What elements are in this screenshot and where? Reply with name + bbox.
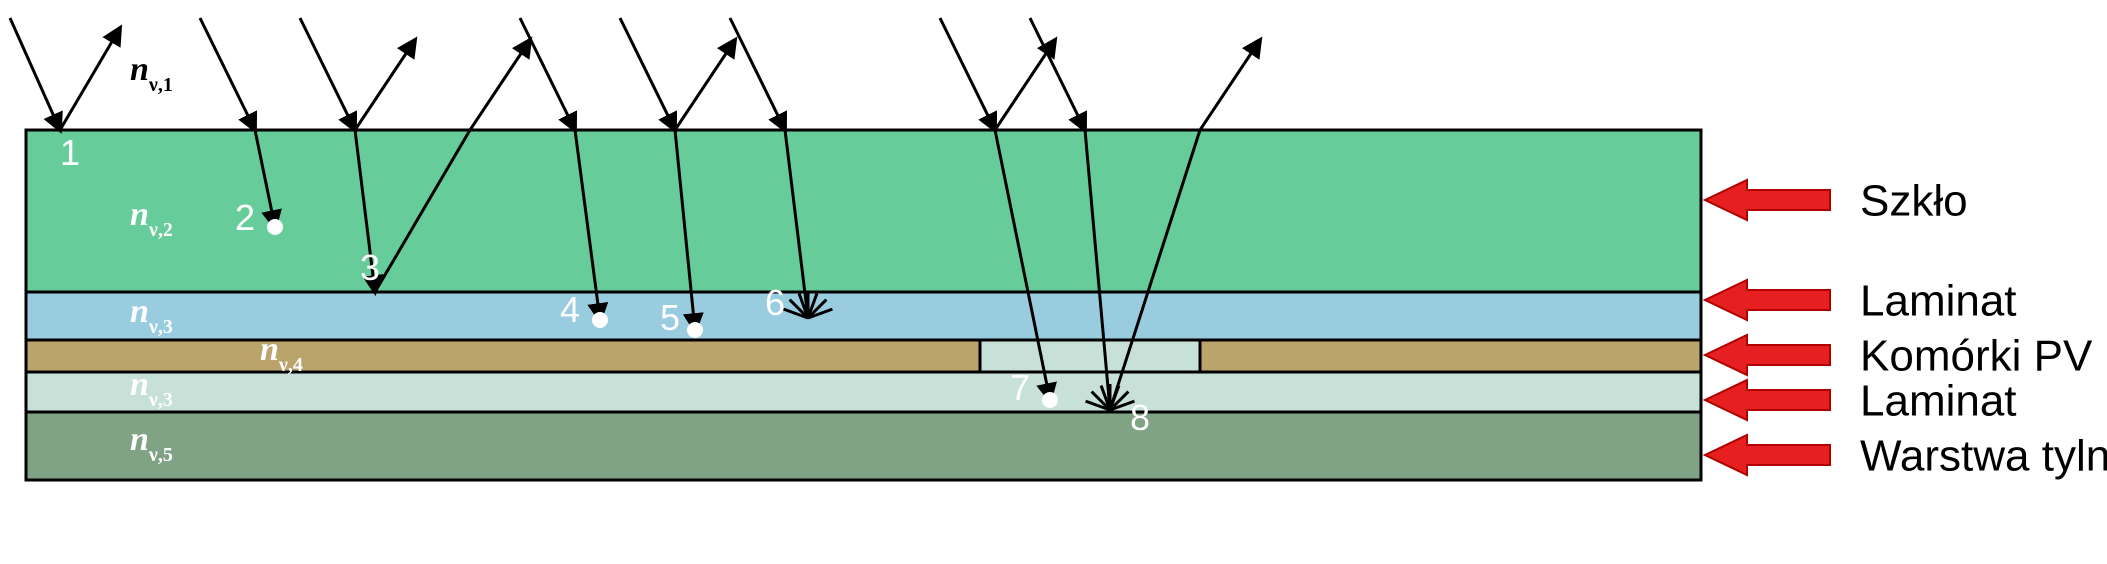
event-dot <box>267 219 283 235</box>
step-number: 6 <box>765 282 785 323</box>
event-dot <box>592 312 608 328</box>
step-number: 1 <box>60 132 80 173</box>
event-dot <box>687 322 703 338</box>
step-number: 7 <box>1010 367 1030 408</box>
legend-label: Laminat <box>1860 276 2017 325</box>
step-number: 8 <box>1130 397 1150 438</box>
pv-layer-diagram: nν,1nν,2nν,3nν,4nν,3nν,512345678SzkłoLam… <box>0 0 2107 564</box>
step-number: 5 <box>660 297 680 338</box>
event-dot <box>1042 392 1058 408</box>
layer-back <box>26 412 1701 480</box>
step-number: 3 <box>360 247 380 288</box>
legend-label: Komórki PV <box>1860 331 2093 380</box>
legend-label: Laminat <box>1860 376 2017 425</box>
legend-label: Warstwa tylna <box>1860 431 2107 480</box>
layer-glass <box>26 130 1701 292</box>
layer-laminate2 <box>26 372 1701 412</box>
step-number: 2 <box>235 197 255 238</box>
legend-label: Szkło <box>1860 176 1968 225</box>
step-number: 4 <box>560 289 580 330</box>
